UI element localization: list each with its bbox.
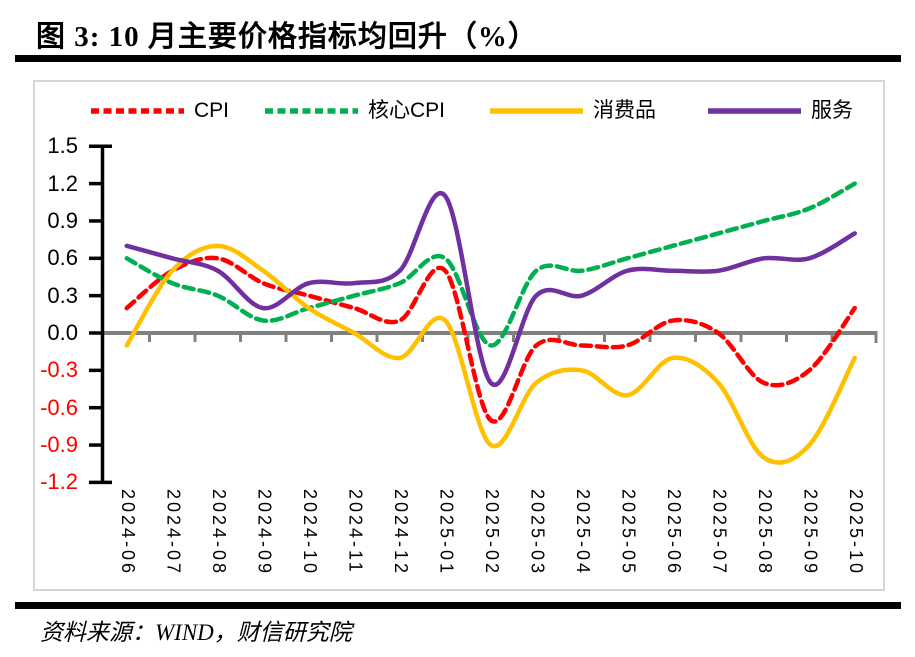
- x-tick-label: 2025-05: [618, 489, 639, 577]
- x-tick-label: 2025-09: [800, 489, 821, 577]
- legend-label-consumer-goods: 消费品: [593, 99, 656, 122]
- legend-item-core-cpi: 核心CPI: [264, 99, 445, 123]
- legend-line-consumer-goods-icon: [490, 108, 583, 114]
- x-tick-label: 2025-01: [436, 489, 457, 577]
- x-tick-label: 2024-07: [163, 489, 184, 577]
- x-tick-label: 2024-06: [117, 489, 138, 577]
- y-tick-label: 1.5: [47, 133, 78, 159]
- page-title: 图 3: 10 月主要价格指标均回升（%）: [36, 21, 538, 53]
- source-note: 资料来源：WIND，财信研究院: [40, 620, 352, 645]
- legend-label-core-cpi: 核心CPI: [368, 99, 446, 122]
- x-tick-label: 2025-08: [754, 489, 775, 577]
- y-tick-label: 0.6: [47, 245, 78, 271]
- title-divider: [15, 55, 901, 62]
- x-tick-label: 2025-04: [572, 489, 593, 577]
- legend-line-core-cpi-icon: [265, 108, 358, 114]
- x-tick-label: 2025-02: [481, 489, 502, 577]
- x-tick-label: 2024-12: [390, 489, 411, 577]
- y-tick-label: 0.9: [47, 207, 78, 233]
- y-tick-label: 0.0: [47, 320, 78, 345]
- y-tick-label: -0.6: [40, 394, 78, 420]
- legend-label-cpi: CPI: [194, 99, 230, 122]
- y-tick-label: -0.9: [40, 432, 78, 458]
- y-tick-label: -1.2: [40, 469, 78, 495]
- x-tick-label: 2024-08: [208, 489, 229, 577]
- x-tick-label: 2024-09: [254, 489, 275, 577]
- legend-item-consumer-goods: 消费品: [489, 99, 656, 123]
- x-tick-label: 2024-10: [299, 489, 320, 577]
- y-tick-label: -0.3: [40, 357, 78, 383]
- legend-line-services-icon: [708, 108, 801, 114]
- x-tick-label: 2025-10: [845, 489, 866, 577]
- legend-item-services: 服务: [707, 99, 853, 123]
- x-tick-label: 2024-11: [345, 489, 366, 575]
- y-tick-label: 1.2: [47, 170, 78, 196]
- x-tick-label: 2025-07: [709, 489, 730, 577]
- legend-label-services: 服务: [811, 99, 853, 122]
- x-tick-label: 2025-06: [663, 489, 684, 577]
- legend-item-cpi: CPI: [90, 99, 229, 123]
- legend-line-cpi-icon: [91, 108, 184, 114]
- x-tick-label: 2025-03: [527, 489, 548, 577]
- footer-divider: [15, 602, 901, 609]
- y-tick-label: 0.3: [47, 282, 78, 308]
